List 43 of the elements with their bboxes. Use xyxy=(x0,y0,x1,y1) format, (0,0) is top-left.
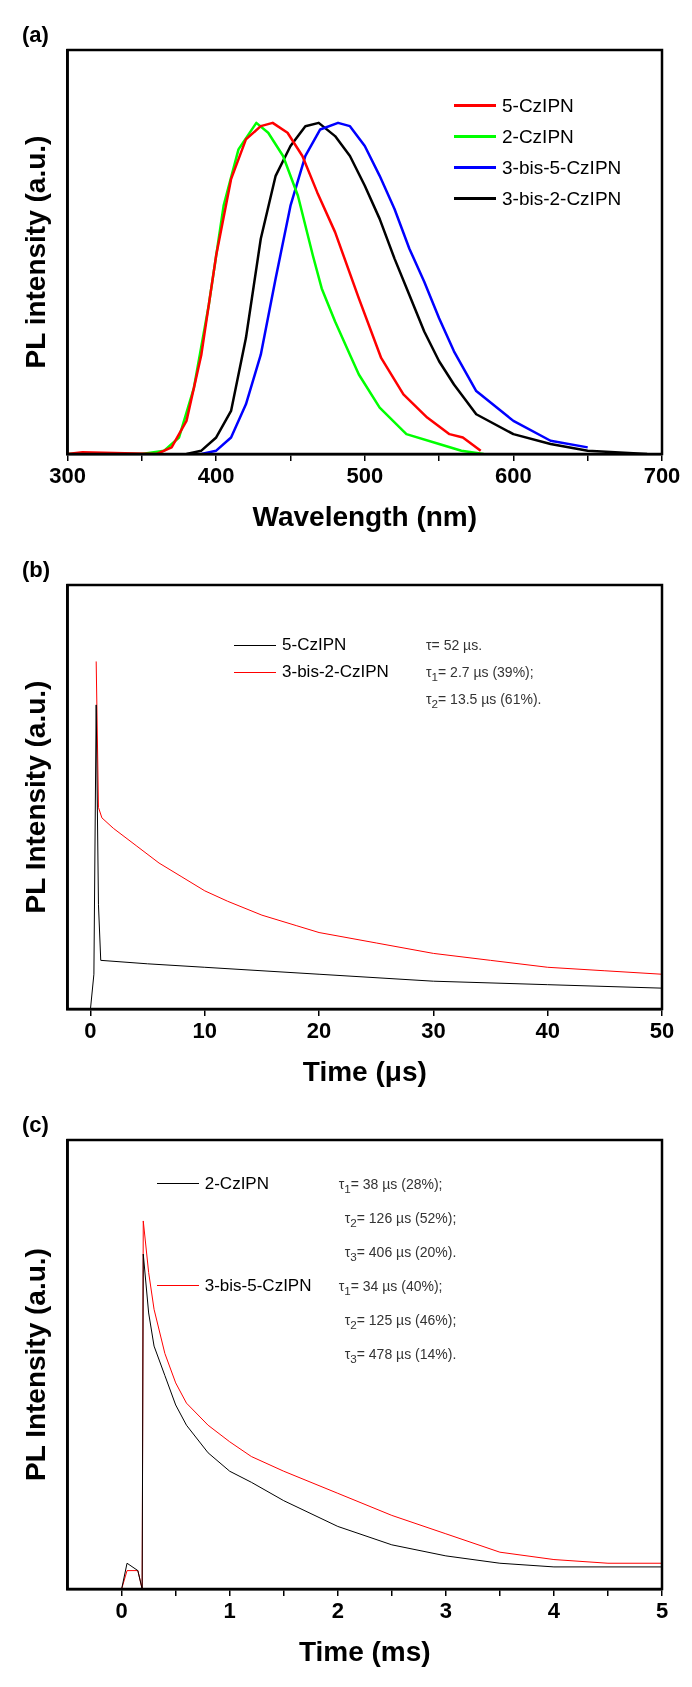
x-tick-label: 2 xyxy=(331,1598,344,1624)
legend-label: 3-bis-2-CzIPN xyxy=(502,187,622,210)
x-tick-label: 700 xyxy=(643,463,681,489)
y-axis-title: PL Intensity (a.u.) xyxy=(19,680,51,914)
x-axis-title: Wavelength (nm) xyxy=(252,500,478,532)
x-tick-label: 3 xyxy=(439,1598,452,1624)
legend-label: 2-CzIPN xyxy=(502,125,574,148)
annotation: τ$_{2}$= 125 µs (46%); xyxy=(343,1310,457,1333)
x-tick-label: 50 xyxy=(649,1018,675,1044)
legend-label: 3-bis-5-CzIPN xyxy=(502,156,622,179)
text: τ= 52 µs. xyxy=(426,635,484,655)
x-tick-label: 300 xyxy=(49,463,86,489)
annotation: τ$_{3}$= 406 µs (20%). xyxy=(343,1242,457,1265)
chart-title: (a) xyxy=(22,22,49,48)
x-tick-label: 5 xyxy=(655,1598,669,1624)
x-tick-label: 20 xyxy=(306,1018,332,1044)
x-tick-label: 40 xyxy=(535,1018,560,1044)
annotation: τ$_{1}$= 2.7 µs (39%); xyxy=(426,662,535,685)
x-tick-label: 500 xyxy=(346,463,384,489)
chart-title: (b) xyxy=(22,557,51,583)
x-axis-title: Time (μs) xyxy=(302,1055,427,1087)
legend-label: 2-CzIPN xyxy=(204,1173,269,1194)
x-tick-label: 30 xyxy=(421,1018,446,1044)
annotation: τ$_{3}$= 478 µs (14%). xyxy=(343,1344,457,1367)
legend-label: 5-CzIPN xyxy=(502,94,574,117)
x-tick-label: 10 xyxy=(192,1018,218,1044)
x-tick-label: 600 xyxy=(495,463,532,489)
legend-label: 3-bis-5-CzIPN xyxy=(204,1275,312,1296)
legend-label: 3-bis-2-CzIPN xyxy=(282,662,389,683)
x-tick-label: 4 xyxy=(547,1598,561,1624)
x-tick-label: 0 xyxy=(84,1018,97,1044)
y-axis-title: PL intensity (a.u.) xyxy=(19,135,51,369)
text: τ$_{1}$= 38 µs (28%); xyxy=(338,1174,444,1197)
annotation: τ$_{2}$= 13.5 µs (61%). xyxy=(426,689,542,712)
x-tick-label: 1 xyxy=(223,1598,236,1624)
chart-title: (c) xyxy=(22,1112,49,1138)
annotation: τ$_{1}$= 34 µs (40%); xyxy=(338,1276,444,1299)
legend-label: 5-CzIPN xyxy=(282,635,347,656)
x-tick-label: 0 xyxy=(115,1598,128,1624)
x-tick-label: 400 xyxy=(197,463,235,489)
x-axis-title: Time (ms) xyxy=(298,1635,431,1667)
y-axis-title: PL Intensity (a.u.) xyxy=(19,1248,51,1481)
annotation: τ$_{2}$= 126 µs (52%); xyxy=(343,1208,457,1231)
